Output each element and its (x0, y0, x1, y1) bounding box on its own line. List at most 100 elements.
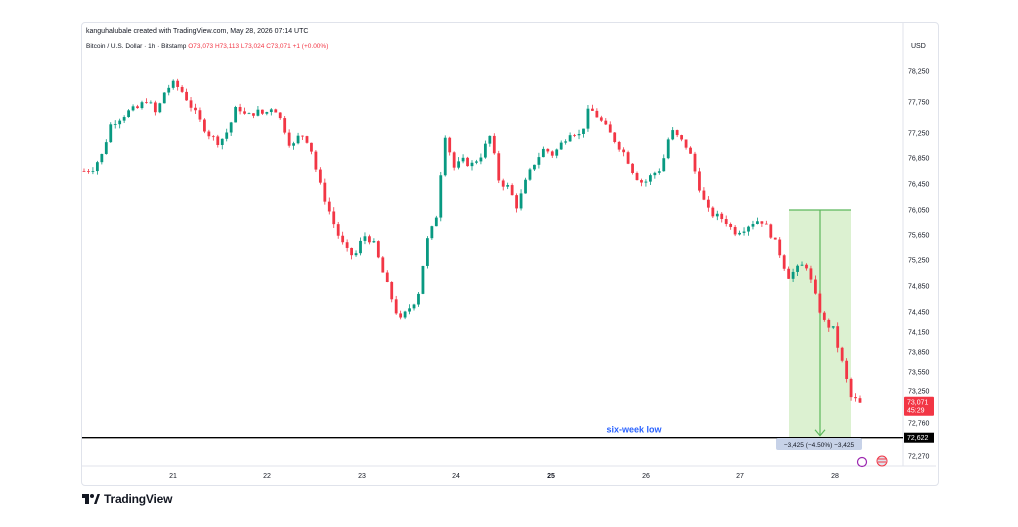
x-tick-label: 23 (358, 473, 366, 480)
chart-credit: kanguhalubale created with TradingView.c… (86, 28, 309, 35)
candle-body (573, 135, 576, 136)
candle-body (742, 231, 746, 233)
candle-body (287, 132, 291, 146)
candle-body (434, 217, 438, 227)
candle-body (439, 175, 443, 218)
candle-body (113, 124, 117, 125)
tradingview-logo[interactable]: TradingView (82, 492, 172, 506)
candle-body (533, 164, 536, 170)
candle-body (858, 398, 862, 403)
candle-body (171, 80, 175, 88)
x-tick-label: 22 (263, 473, 271, 480)
candle-body (332, 211, 336, 225)
y-tick-label: 73,250 (908, 389, 930, 396)
candle-body (631, 163, 634, 173)
x-tick-label: 24 (452, 473, 460, 480)
y-tick-label: 76,050 (908, 208, 930, 215)
y-tick-label: 75,650 (908, 233, 930, 240)
candle-body (492, 135, 496, 154)
candle-body (452, 152, 456, 168)
y-tick-label: 76,850 (908, 156, 930, 163)
candle-body (359, 240, 362, 254)
tradingview-icon (82, 494, 100, 504)
candle-body (568, 135, 572, 142)
candle-body (127, 110, 130, 118)
candle-body (684, 139, 688, 148)
candle-body (608, 124, 612, 133)
candle-body (87, 171, 90, 172)
candle-body (577, 133, 581, 136)
y-tick-label: 78,250 (908, 69, 930, 76)
candle-body (506, 185, 510, 187)
candle-body (403, 311, 407, 318)
candle-body (234, 106, 238, 123)
candle-body (675, 130, 679, 136)
candle-body (738, 232, 741, 235)
candle-body (751, 224, 755, 227)
candle-body (787, 268, 791, 279)
candle-body (515, 195, 518, 209)
candle-body (323, 182, 327, 202)
candle-body (586, 108, 590, 129)
candle-body (109, 124, 113, 143)
candle-body (118, 120, 122, 125)
candle-body (733, 227, 737, 235)
candle-body (372, 241, 376, 243)
candle-body (131, 106, 135, 111)
candle-body (769, 224, 773, 238)
candle-body (497, 153, 501, 181)
candle-body (341, 235, 345, 243)
measure-arrow-head (814, 429, 826, 437)
close-value: C73,071 (266, 43, 291, 50)
candle-body (635, 172, 639, 181)
x-tick-label: 27 (736, 473, 744, 480)
candle-body (657, 171, 661, 173)
candle-body (550, 151, 554, 156)
candle-body (256, 109, 260, 116)
symbol-name[interactable]: Bitcoin / U.S. Dollar · 1h · Bitstamp (86, 43, 187, 50)
candle-body (537, 157, 541, 165)
candle-body (591, 108, 594, 111)
candle-body (854, 397, 857, 399)
candle-body (778, 239, 782, 256)
candle-body (845, 360, 849, 379)
candle-body (310, 142, 313, 152)
candle-body (666, 139, 670, 159)
y-tick-label: 74,150 (908, 330, 930, 337)
candle-body (724, 219, 728, 225)
candle-body (265, 112, 269, 114)
candle-body (314, 151, 318, 170)
candle-body (653, 172, 657, 176)
y-tick-label: 72,760 (908, 421, 930, 428)
candle-body (301, 135, 304, 137)
candle-body (559, 142, 563, 150)
candle-body (198, 110, 202, 120)
candle-body (247, 113, 251, 115)
candle-body (840, 347, 844, 361)
candle-body (176, 80, 180, 87)
candle-body (671, 130, 675, 140)
candle-body (836, 326, 840, 348)
candle-body (260, 109, 264, 114)
candle-body (680, 135, 684, 140)
candle-body (582, 128, 585, 134)
candle-body (274, 109, 278, 113)
y-tick-label: 73,550 (908, 370, 930, 377)
candle-body (626, 152, 630, 164)
candle-body (305, 136, 309, 143)
candle-body (149, 102, 153, 104)
measure-label-box (776, 438, 862, 450)
candle-body (693, 153, 697, 172)
candle-body (814, 279, 817, 294)
candle-body (483, 143, 487, 158)
candle-body (702, 190, 706, 200)
candle-body (243, 111, 246, 114)
candle-body (711, 207, 715, 217)
candle-body (394, 299, 398, 314)
candle-body (720, 213, 724, 220)
low-value: L73,024 (240, 43, 265, 50)
candle-body (91, 171, 95, 172)
currency-label[interactable]: USD (911, 43, 926, 50)
candle-body (426, 238, 429, 266)
